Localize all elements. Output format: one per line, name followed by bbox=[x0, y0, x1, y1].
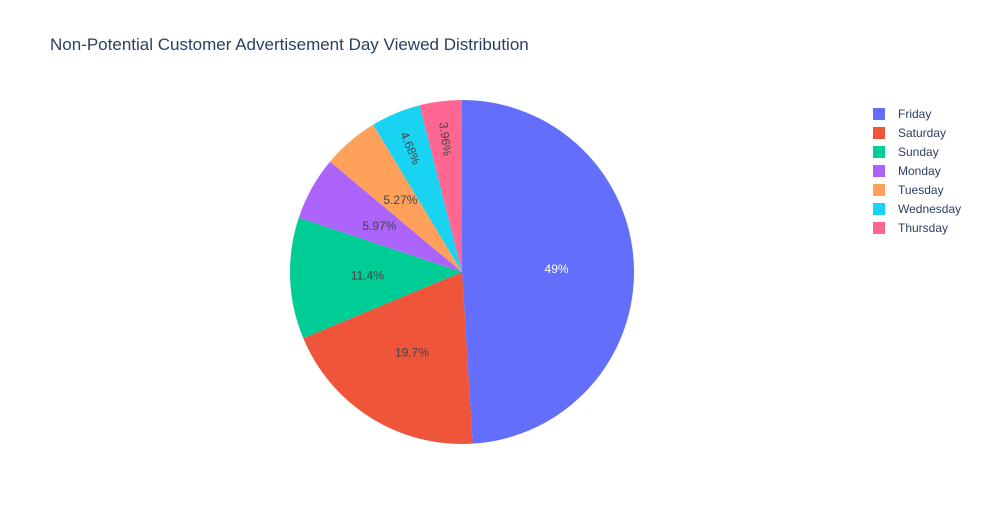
pie-slice-friday[interactable] bbox=[462, 100, 634, 444]
legend-item-wednesday[interactable]: Wednesday bbox=[873, 202, 961, 216]
pie-slice-sunday[interactable] bbox=[289, 217, 462, 339]
slice-label-sunday: 11.4% bbox=[351, 268, 384, 282]
legend-item-friday[interactable]: Friday bbox=[873, 107, 931, 121]
legend-swatch bbox=[873, 127, 885, 139]
legend-item-thursday[interactable]: Thursday bbox=[873, 221, 948, 235]
legend-item-tuesday[interactable]: Tuesday bbox=[873, 183, 944, 197]
legend-swatch bbox=[873, 203, 885, 215]
slice-label-thursday: 3.96% bbox=[436, 121, 454, 157]
pie-slice-wednesday[interactable] bbox=[373, 105, 462, 272]
legend-swatch bbox=[873, 222, 885, 234]
pie-slice-saturday[interactable] bbox=[303, 272, 473, 444]
pie-slice-tuesday[interactable] bbox=[330, 124, 462, 272]
legend-item-sunday[interactable]: Sunday bbox=[873, 145, 939, 159]
slice-labels: 49%19.7%11.4%5.97%5.27%4.68% 3.96% bbox=[351, 121, 569, 359]
legend-label: Thursday bbox=[898, 221, 948, 235]
pie bbox=[289, 100, 634, 444]
chart-title: Non-Potential Customer Advertisement Day… bbox=[50, 35, 529, 54]
slice-label-monday: 5.97% bbox=[362, 219, 396, 233]
pie-slice-monday[interactable] bbox=[298, 161, 462, 272]
legend-swatch bbox=[873, 184, 885, 196]
legend-item-saturday[interactable]: Saturday bbox=[873, 126, 946, 140]
legend-label: Monday bbox=[898, 164, 941, 178]
legend: Friday Saturday Sunday Monday Tuesday Wednesd… bbox=[873, 107, 961, 235]
legend-label: Tuesday bbox=[898, 183, 944, 197]
slice-label-saturday: 19.7% bbox=[395, 345, 429, 359]
slice-label-friday: 49% bbox=[545, 262, 569, 276]
legend-swatch bbox=[873, 108, 885, 120]
slice-label-tuesday: 5.27% bbox=[383, 193, 417, 207]
legend-label: Saturday bbox=[898, 126, 946, 140]
legend-label: Wednesday bbox=[898, 202, 961, 216]
legend-label: Sunday bbox=[898, 145, 939, 159]
legend-swatch bbox=[873, 146, 885, 158]
pie-slice-thursday[interactable] bbox=[419, 100, 462, 272]
legend-label: Friday bbox=[898, 107, 931, 121]
legend-item-monday[interactable]: Monday bbox=[873, 164, 941, 178]
legend-swatch bbox=[873, 165, 885, 177]
